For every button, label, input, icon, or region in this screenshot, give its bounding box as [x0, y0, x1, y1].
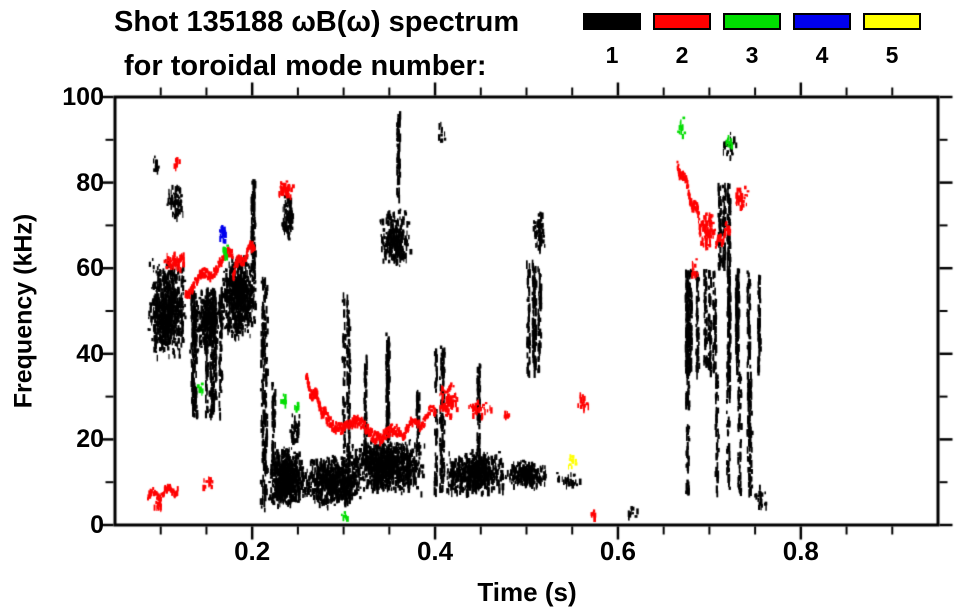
y-tick-label-0: 0 — [90, 511, 104, 539]
y-tick-label-80: 80 — [76, 168, 104, 197]
legend-swatch-mode-3 — [723, 13, 781, 30]
legend-mode-number: 5 — [885, 42, 899, 68]
y-tick-label-40: 40 — [76, 339, 104, 368]
legend-swatch-mode-5 — [863, 13, 921, 30]
x-tick-label-0.4: 0.4 — [416, 536, 454, 566]
y-tick-label-60: 60 — [76, 254, 104, 283]
legend-item-mode-2: 2 — [653, 13, 711, 67]
legend-item-mode-5: 5 — [863, 13, 921, 67]
x-tick-label-0.8: 0.8 — [782, 536, 819, 566]
legend-mode-number: 1 — [605, 42, 619, 68]
legend-item-mode-4: 4 — [793, 13, 851, 67]
y-axis-title: Frequency (kHz) — [9, 213, 38, 409]
legend-swatch-mode-1 — [583, 13, 641, 30]
legend-swatch-mode-2 — [653, 13, 711, 30]
mode-legend: 1 2 3 4 5 — [583, 13, 921, 67]
legend-item-mode-3: 3 — [723, 13, 781, 67]
x-axis-title: Time (s) — [477, 577, 577, 607]
figure-title-line1: Shot 135188 ωB(ω) spectrum — [114, 6, 520, 38]
x-tick-label-0.2: 0.2 — [234, 536, 271, 566]
legend-item-mode-1: 1 — [583, 13, 641, 67]
legend-mode-number: 4 — [815, 42, 829, 68]
legend-swatch-mode-4 — [793, 13, 851, 30]
legend-mode-number: 3 — [745, 42, 759, 68]
y-tick-label-20: 20 — [76, 425, 104, 454]
y-tick-label-100: 100 — [62, 83, 104, 111]
figure-title-line2: for toroidal mode number: — [124, 50, 487, 82]
x-tick-label-0.6: 0.6 — [599, 536, 637, 566]
legend-mode-number: 2 — [675, 42, 689, 68]
